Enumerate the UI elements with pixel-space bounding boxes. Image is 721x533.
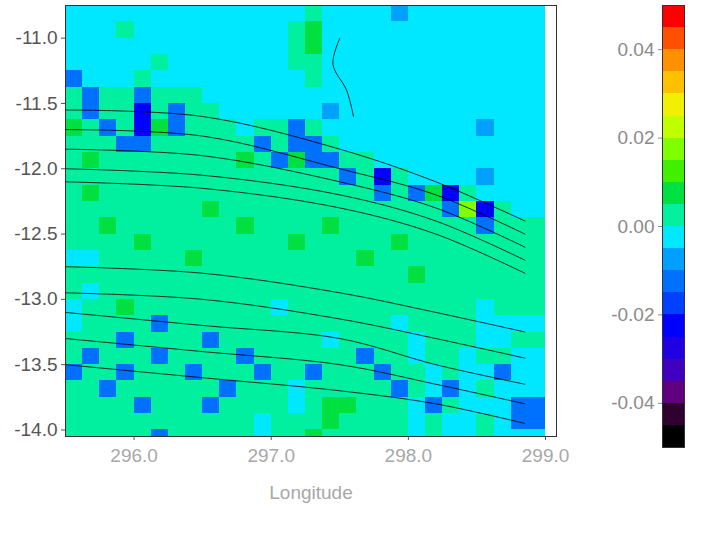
svg-text:-13.0: -13.0 — [14, 288, 57, 309]
svg-text:0.04: 0.04 — [618, 39, 655, 60]
svg-text:-11.5: -11.5 — [16, 93, 58, 114]
svg-text:-12.5: -12.5 — [14, 223, 57, 244]
svg-text:299.0: 299.0 — [522, 445, 570, 466]
svg-text:-0.02: -0.02 — [611, 304, 654, 325]
svg-text:-14.0: -14.0 — [14, 419, 57, 440]
svg-text:-0.04: -0.04 — [611, 392, 655, 413]
svg-text:0.02: 0.02 — [618, 127, 655, 148]
svg-text:-12.0: -12.0 — [14, 158, 57, 179]
svg-text:298.0: 298.0 — [385, 445, 433, 466]
svg-text:Longitude: Longitude — [269, 482, 352, 503]
svg-text:297.0: 297.0 — [247, 445, 295, 466]
svg-text:-13.5: -13.5 — [14, 354, 57, 375]
svg-text:0.00: 0.00 — [618, 216, 655, 237]
svg-text:296.0: 296.0 — [110, 445, 158, 466]
svg-text:-11.0: -11.0 — [16, 27, 58, 48]
